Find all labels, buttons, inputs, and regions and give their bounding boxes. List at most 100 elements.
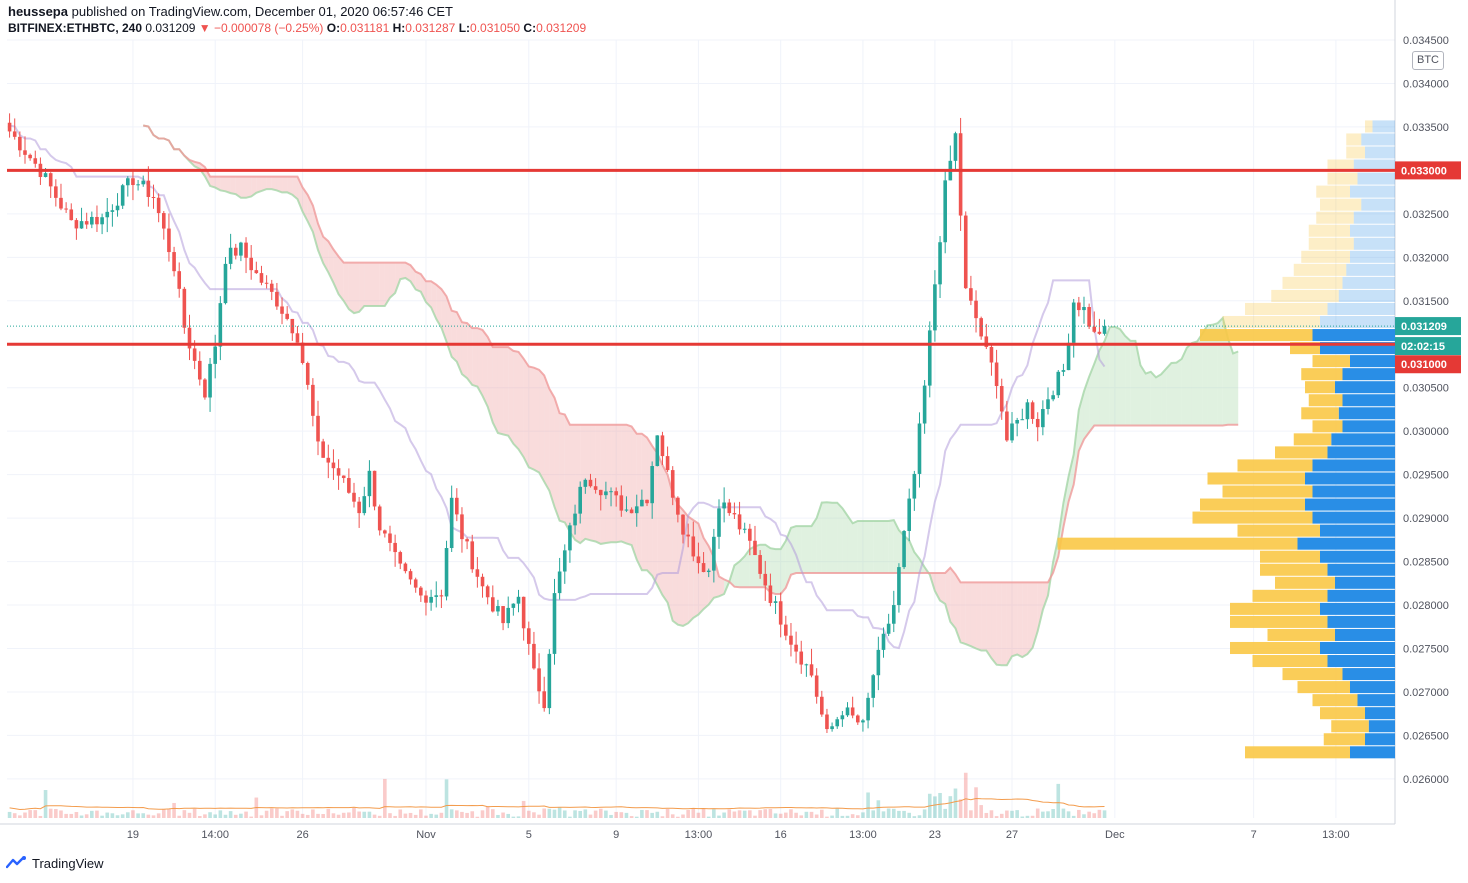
tradingview-logo-icon[interactable] bbox=[6, 855, 28, 871]
candle-body bbox=[341, 475, 346, 479]
profile-down-bar bbox=[1293, 433, 1332, 446]
candle-body bbox=[1077, 302, 1081, 311]
volume-bar bbox=[203, 814, 207, 818]
profile-up-bar bbox=[1342, 368, 1395, 381]
volume-bar bbox=[660, 816, 665, 818]
candle-body bbox=[367, 470, 372, 497]
cloud-segment bbox=[374, 262, 380, 306]
volume-bar bbox=[110, 813, 115, 818]
profile-down-bar bbox=[1320, 198, 1362, 211]
volume-bar bbox=[54, 808, 58, 818]
candle-body bbox=[521, 596, 526, 629]
cloud-segment bbox=[1140, 365, 1146, 426]
volume-bar bbox=[691, 808, 696, 818]
profile-up-bar bbox=[1350, 224, 1395, 237]
candle-body bbox=[907, 498, 911, 531]
cloud-segment bbox=[770, 548, 776, 595]
volume-bar bbox=[568, 816, 572, 818]
cloud-segment bbox=[497, 347, 504, 435]
time-tick-label: 9 bbox=[613, 829, 619, 841]
candle-body bbox=[557, 571, 562, 594]
volume-profile bbox=[1057, 120, 1395, 759]
candle-body bbox=[213, 346, 217, 364]
volume-bar bbox=[516, 816, 521, 818]
profile-up-bar bbox=[1335, 628, 1395, 641]
candle-body bbox=[419, 587, 423, 596]
candle-body bbox=[532, 643, 536, 669]
volume-bar bbox=[578, 810, 582, 818]
volume-bar bbox=[830, 815, 834, 818]
cloud-segment bbox=[472, 328, 478, 387]
candle-body bbox=[938, 242, 942, 285]
volume-bar bbox=[131, 810, 135, 818]
volume-bar bbox=[573, 810, 577, 818]
profile-up-bar bbox=[1312, 329, 1395, 342]
cloud-segment bbox=[405, 262, 411, 282]
volume-bar bbox=[388, 813, 392, 818]
cloud-segment bbox=[292, 176, 298, 200]
profile-down-bar bbox=[1200, 498, 1305, 511]
candle-body bbox=[223, 263, 228, 304]
candle-body bbox=[891, 605, 896, 624]
volume-bar bbox=[362, 811, 367, 818]
volume-bar bbox=[156, 813, 161, 818]
cloud-segment bbox=[400, 262, 406, 280]
profile-down-bar bbox=[1282, 668, 1343, 681]
candle-body bbox=[1102, 326, 1107, 334]
volume-bar bbox=[670, 814, 675, 818]
volume-bar bbox=[593, 810, 598, 818]
volume-bar bbox=[825, 816, 829, 818]
profile-up-bar bbox=[1327, 655, 1395, 668]
cloud-segment bbox=[251, 176, 257, 197]
currency-button[interactable]: BTC bbox=[1412, 51, 1444, 70]
candle-body bbox=[501, 606, 505, 624]
candle-body bbox=[300, 342, 305, 364]
candle-body bbox=[336, 468, 341, 476]
volume-bar bbox=[876, 800, 881, 818]
volume-moving-average bbox=[9, 797, 1105, 811]
profile-up-bar bbox=[1372, 120, 1395, 133]
candle-body bbox=[820, 696, 824, 715]
cloud-segment bbox=[960, 582, 966, 645]
cloud-segment bbox=[1089, 363, 1095, 433]
cloud-segment bbox=[1171, 362, 1177, 426]
volume-bar bbox=[233, 814, 238, 818]
price-tick-label: 0.028000 bbox=[1403, 600, 1449, 612]
candle-body bbox=[372, 470, 377, 507]
time-axis: 19 14:00 26 Nov 5 9 13:00 16 13:00 23 27 Dec 7 13:00 bbox=[127, 829, 1350, 841]
volume-bar bbox=[213, 814, 217, 818]
publisher-name[interactable]: heussepa bbox=[8, 4, 68, 19]
volume-bar bbox=[938, 792, 942, 818]
candle-body bbox=[886, 623, 891, 634]
volume-bar bbox=[249, 816, 253, 818]
profile-down-bar bbox=[1222, 485, 1313, 498]
profile-down-bar bbox=[1260, 563, 1328, 576]
profile-up-bar bbox=[1353, 159, 1395, 172]
profile-down-bar bbox=[1245, 746, 1350, 759]
volume-bar bbox=[449, 809, 454, 818]
candle-body bbox=[449, 497, 454, 549]
cloud-segment bbox=[811, 517, 817, 573]
cloud-segment bbox=[873, 521, 879, 573]
candle-body bbox=[357, 501, 361, 514]
cloud-segment bbox=[780, 540, 786, 595]
countdown-tag: 02:02:15 bbox=[1401, 341, 1445, 353]
volume-bar bbox=[532, 812, 536, 818]
volume-bar bbox=[141, 813, 146, 818]
profile-up-bar bbox=[1305, 498, 1395, 511]
cloud-segment bbox=[693, 520, 699, 618]
profile-down-bar bbox=[1057, 537, 1298, 550]
candle-body bbox=[814, 675, 819, 697]
cloud-segment bbox=[626, 424, 632, 546]
volume-bar bbox=[177, 815, 182, 818]
volume-bar bbox=[588, 814, 593, 818]
candle-body bbox=[161, 213, 166, 229]
symbol-label: BITFINEX:ETHBTC, 240 bbox=[8, 21, 143, 35]
brand-name[interactable]: TradingView bbox=[32, 855, 104, 871]
candle-body bbox=[84, 221, 89, 225]
volume-bar bbox=[1102, 810, 1107, 818]
candle-body bbox=[23, 150, 27, 155]
candle-body bbox=[120, 185, 125, 206]
candle-body bbox=[681, 514, 685, 535]
